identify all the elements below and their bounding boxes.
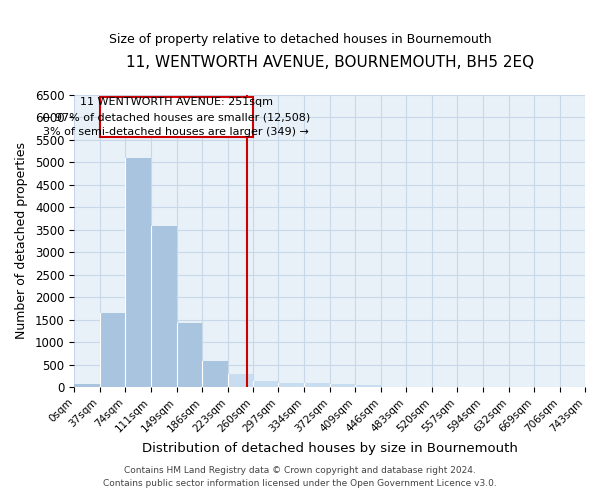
Bar bbox=[125, 158, 151, 387]
Text: Size of property relative to detached houses in Bournemouth: Size of property relative to detached ho… bbox=[109, 32, 491, 46]
Bar bbox=[177, 323, 202, 387]
Bar bbox=[253, 381, 278, 387]
Bar bbox=[74, 384, 100, 387]
Bar bbox=[100, 313, 125, 387]
Bar bbox=[278, 382, 304, 387]
Bar bbox=[304, 384, 330, 387]
Text: 11 WENTWORTH AVENUE: 251sqm
← 97% of detached houses are smaller (12,508)
3% of : 11 WENTWORTH AVENUE: 251sqm ← 97% of det… bbox=[42, 98, 310, 137]
Text: Contains HM Land Registry data © Crown copyright and database right 2024.
Contai: Contains HM Land Registry data © Crown c… bbox=[103, 466, 497, 487]
Bar bbox=[330, 384, 355, 387]
Bar bbox=[202, 361, 227, 387]
Bar bbox=[100, 97, 253, 138]
Bar bbox=[151, 226, 177, 387]
Title: 11, WENTWORTH AVENUE, BOURNEMOUTH, BH5 2EQ: 11, WENTWORTH AVENUE, BOURNEMOUTH, BH5 2… bbox=[125, 55, 534, 70]
Y-axis label: Number of detached properties: Number of detached properties bbox=[15, 142, 28, 340]
Bar bbox=[355, 385, 381, 387]
X-axis label: Distribution of detached houses by size in Bournemouth: Distribution of detached houses by size … bbox=[142, 442, 518, 455]
Bar bbox=[227, 374, 253, 387]
